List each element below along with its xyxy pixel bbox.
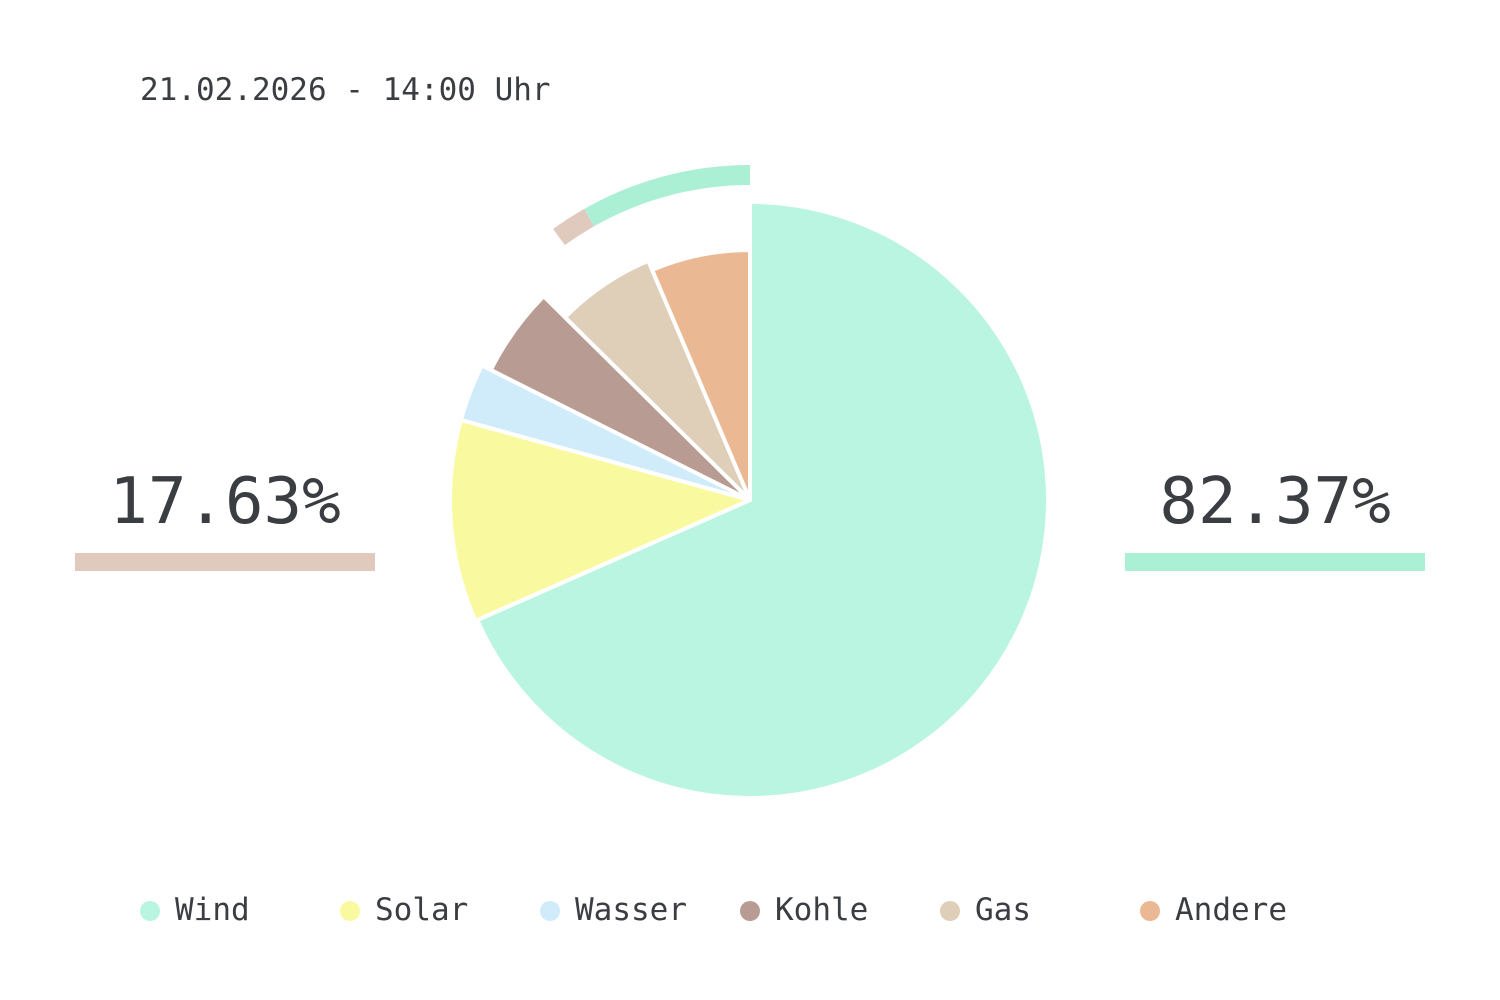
- renewable-bar: [1125, 553, 1425, 571]
- legend-label: Wind: [175, 892, 250, 928]
- legend-dot: [140, 901, 160, 921]
- pie-slice-kohle: [488, 294, 752, 502]
- legend-label: Wasser: [575, 892, 687, 928]
- timestamp: 21.02.2026 - 14:00 Uhr: [140, 72, 551, 108]
- legend-dot: [740, 901, 760, 921]
- non-renewable-percentage: 17.63%: [109, 465, 341, 539]
- legend-label: Kohle: [775, 892, 869, 928]
- legend-label: Andere: [1175, 892, 1287, 928]
- non-renewable-bar: [75, 553, 375, 571]
- pie-slice-andere: [650, 248, 752, 502]
- legend-dot: [1140, 901, 1160, 921]
- renewable-percentage: 82.37%: [1159, 465, 1391, 539]
- legend-dot: [540, 901, 560, 921]
- legend-dot: [340, 901, 360, 921]
- pie-slice-wasser: [458, 363, 752, 502]
- pie-slice-wind: [475, 200, 1050, 800]
- legend-dot: [940, 901, 960, 921]
- legend-label: Gas: [975, 892, 1031, 928]
- outer-ring-segment-1: [584, 165, 750, 227]
- pie-slice-solar: [448, 417, 752, 623]
- legend-label: Solar: [375, 892, 469, 928]
- outer-ring-segment-0: [553, 208, 595, 246]
- pie-slice-gas: [563, 258, 752, 502]
